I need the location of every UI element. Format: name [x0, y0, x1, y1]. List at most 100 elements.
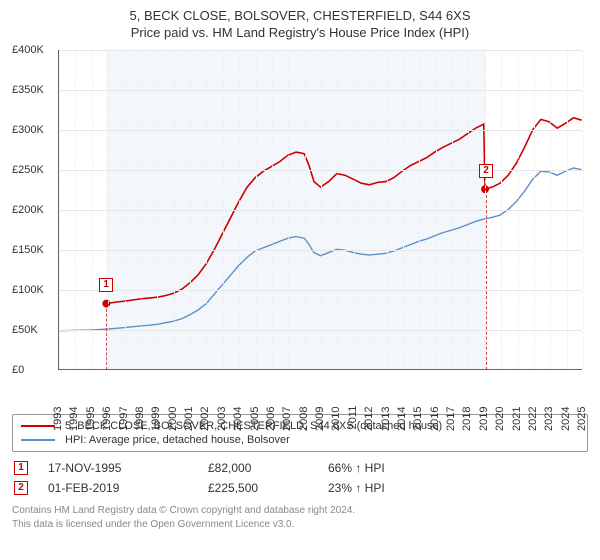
x-tick-label: 2005 [249, 406, 261, 430]
x-tick-label: 1998 [134, 406, 146, 430]
sale-row-marker: 2 [14, 481, 28, 495]
x-tick-label: 2003 [216, 406, 228, 430]
gridline-v [583, 50, 584, 369]
gridline-v [550, 50, 551, 369]
gridline-v [321, 50, 322, 369]
plot-area: 12 [58, 50, 582, 370]
gridline-v [239, 50, 240, 369]
sale-row-date: 17-NOV-1995 [48, 461, 188, 475]
x-tick-label: 2021 [511, 406, 523, 430]
gridline-v [452, 50, 453, 369]
x-tick-label: 2000 [167, 406, 179, 430]
sale-row-marker: 1 [14, 461, 28, 475]
x-tick-label: 2001 [183, 406, 195, 430]
sale-marker-vline [106, 304, 107, 370]
gridline-v [387, 50, 388, 369]
gridline-v [190, 50, 191, 369]
x-tick-label: 2009 [314, 406, 326, 430]
gridline-v [403, 50, 404, 369]
x-tick-label: 2006 [265, 406, 277, 430]
x-tick-label: 2016 [429, 406, 441, 430]
x-tick-label: 1993 [52, 406, 64, 430]
gridline-v [157, 50, 158, 369]
x-tick-label: 2013 [380, 406, 392, 430]
x-tick-label: 2008 [298, 406, 310, 430]
x-tick-label: 2007 [281, 406, 293, 430]
title-subtitle: Price paid vs. HM Land Registry's House … [10, 25, 590, 40]
footnote: Contains HM Land Registry data © Crown c… [12, 504, 588, 531]
y-tick-label: £350K [12, 84, 44, 96]
x-tick-label: 1994 [68, 406, 80, 430]
footnote-line2: This data is licensed under the Open Gov… [12, 518, 588, 532]
y-tick-label: £100K [12, 284, 44, 296]
x-tick-label: 2014 [396, 406, 408, 430]
sale-rows: 1 17-NOV-1995 £82,000 66% ↑ HPI 2 01-FEB-2019… [12, 458, 588, 498]
x-tick-label: 2004 [232, 406, 244, 430]
y-tick-label: £0 [12, 364, 24, 376]
gridline-v [288, 50, 289, 369]
sale-row-price: £225,500 [208, 481, 308, 495]
x-tick-label: 2022 [527, 406, 539, 430]
gridline-v [75, 50, 76, 369]
footnote-line1: Contains HM Land Registry data © Crown c… [12, 504, 588, 518]
title-block: 5, BECK CLOSE, BOLSOVER, CHESTERFIELD, S… [10, 8, 590, 40]
sale-row-price: £82,000 [208, 461, 308, 475]
x-tick-label: 2023 [543, 406, 555, 430]
x-tick-label: 1999 [150, 406, 162, 430]
sale-marker-box: 1 [99, 278, 113, 292]
sale-marker-vline [486, 190, 487, 370]
legend-row: HPI: Average price, detached house, Bols… [21, 433, 579, 447]
x-tick-label: 2011 [347, 406, 359, 430]
x-tick-label: 2024 [560, 406, 572, 430]
x-tick-label: 2020 [494, 406, 506, 430]
gridline-v [567, 50, 568, 369]
sale-row-date: 01-FEB-2019 [48, 481, 188, 495]
x-tick-label: 2019 [478, 406, 490, 430]
x-tick-label: 1996 [101, 406, 113, 430]
x-tick-label: 2010 [330, 406, 342, 430]
sale-row: 2 01-FEB-2019 £225,500 23% ↑ HPI [12, 478, 588, 498]
legend-swatch [21, 439, 55, 441]
sale-row: 1 17-NOV-1995 £82,000 66% ↑ HPI [12, 458, 588, 478]
gridline-v [419, 50, 420, 369]
gridline-v [59, 50, 60, 369]
page-container: 5, BECK CLOSE, BOLSOVER, CHESTERFIELD, S… [0, 0, 600, 539]
y-tick-label: £200K [12, 204, 44, 216]
x-tick-label: 2018 [461, 406, 473, 430]
x-tick-label: 2017 [445, 406, 457, 430]
y-tick-label: £250K [12, 164, 44, 176]
gridline-v [370, 50, 371, 369]
x-tick-label: 2015 [412, 406, 424, 430]
legend-swatch [21, 425, 55, 427]
sale-row-pct: 66% ↑ HPI [328, 461, 458, 475]
gridline-v [272, 50, 273, 369]
gridline-v [108, 50, 109, 369]
title-address: 5, BECK CLOSE, BOLSOVER, CHESTERFIELD, S… [10, 8, 590, 23]
sale-row-pct: 23% ↑ HPI [328, 481, 458, 495]
gridline-v [354, 50, 355, 369]
y-tick-label: £50K [12, 324, 38, 336]
gridline-v [256, 50, 257, 369]
y-tick-label: £400K [12, 44, 44, 56]
gridline-v [436, 50, 437, 369]
gridline-v [305, 50, 306, 369]
x-tick-label: 2025 [576, 406, 588, 430]
below-chart: 5, BECK CLOSE, BOLSOVER, CHESTERFIELD, S… [12, 414, 588, 531]
gridline-v [518, 50, 519, 369]
gridline-v [92, 50, 93, 369]
legend-text: HPI: Average price, detached house, Bols… [65, 434, 290, 446]
gridline-v [337, 50, 338, 369]
sale-marker-box: 2 [479, 164, 493, 178]
x-tick-label: 2012 [363, 406, 375, 430]
gridline-v [141, 50, 142, 369]
gridline-v [125, 50, 126, 369]
gridline-v [206, 50, 207, 369]
gridline-v [534, 50, 535, 369]
gridline-v [468, 50, 469, 369]
chart: 12 £0£50K£100K£150K£200K£250K£300K£350K£… [12, 46, 588, 406]
x-tick-label: 1995 [85, 406, 97, 430]
gridline-v [223, 50, 224, 369]
gridline-v [501, 50, 502, 369]
y-tick-label: £150K [12, 244, 44, 256]
gridline-v [174, 50, 175, 369]
